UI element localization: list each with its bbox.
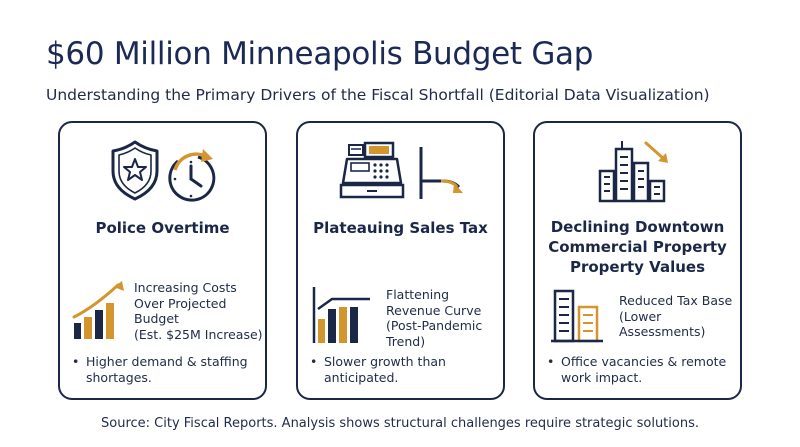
card-title-line: Plateauing Sales Tax [313,219,488,237]
detail-line: Over Projected [134,295,227,311]
card-property-icons [535,137,740,207]
card-title-line: Declining Downtown [550,218,725,236]
bullet-dot: • [72,354,80,369]
down-arrow-icon [644,141,668,163]
card-police-icons [60,137,265,207]
detail-line: Flattening [386,287,450,302]
card-title: Police Overtime [60,218,265,238]
card-detail: Increasing Costs Over Projected Budget (… [134,280,263,342]
bullet-line: work impact. [561,369,643,385]
cash-register-icon [339,141,404,199]
page-title: $60 Million Minneapolis Budget Gap [46,36,594,72]
detail-line: Assessments) [619,324,706,339]
office-buildings-icon [551,289,603,343]
card-bullet: • Slower growth than anticipated. [310,354,500,385]
page-subtitle: Understanding the Primary Drivers of the… [46,86,710,104]
source-footnote: Source: City Fiscal Reports. Analysis sh… [101,416,699,431]
bullet-line: shortages. [86,369,152,385]
detail-line: (Est. $25M Increase) [134,326,263,342]
card-title-line: Property Values [569,258,705,276]
bullet-line: anticipated. [324,369,399,385]
bullet-dot: • [547,354,555,369]
card-bullet: • Higher demand & staffing shortages. [72,354,262,385]
card-title: Declining Downtown Commercial Property P… [535,217,740,277]
detail-line: Revenue Curve [386,302,482,318]
flattening-bar-chart-icon [312,287,370,343]
clock-icon [167,149,215,202]
detail-line: Increasing Costs [134,280,237,295]
card-bullet: • Office vacancies & remote work impact. [547,354,737,385]
increasing-bar-chart-icon [72,281,124,339]
card-detail: Flattening Revenue Curve (Post-Pandemic … [386,287,482,349]
detail-line: Trend) [386,333,426,349]
declining-line-icon [419,147,463,199]
detail-line: (Lower [619,308,662,324]
bullet-line: Office vacancies & remote [561,354,727,369]
detail-line: (Post-Pandemic [386,318,483,333]
bullet-line: Slower growth than [324,354,446,369]
card-title-line: Police Overtime [95,219,230,237]
detail-line: Reduced Tax Base [619,293,733,308]
bullet-line: Higher demand & staffing [86,354,248,369]
card-sales-tax: Plateauing Sales Tax Flattening Revenue … [296,121,505,400]
card-title: Plateauing Sales Tax [298,218,503,238]
bullet-dot: • [310,354,318,369]
card-title-line: Commercial Property [548,238,727,256]
card-sales-icons [298,137,503,207]
card-detail: Reduced Tax Base (Lower Assessments) [619,293,732,340]
card-police-overtime: Police Overtime Increasing Costs Over Pr… [58,121,267,400]
detail-line: Budget [134,311,179,326]
police-badge-icon [111,140,158,201]
city-skyline-icon [598,141,665,203]
card-commercial-property: Declining Downtown Commercial Property P… [533,121,742,400]
